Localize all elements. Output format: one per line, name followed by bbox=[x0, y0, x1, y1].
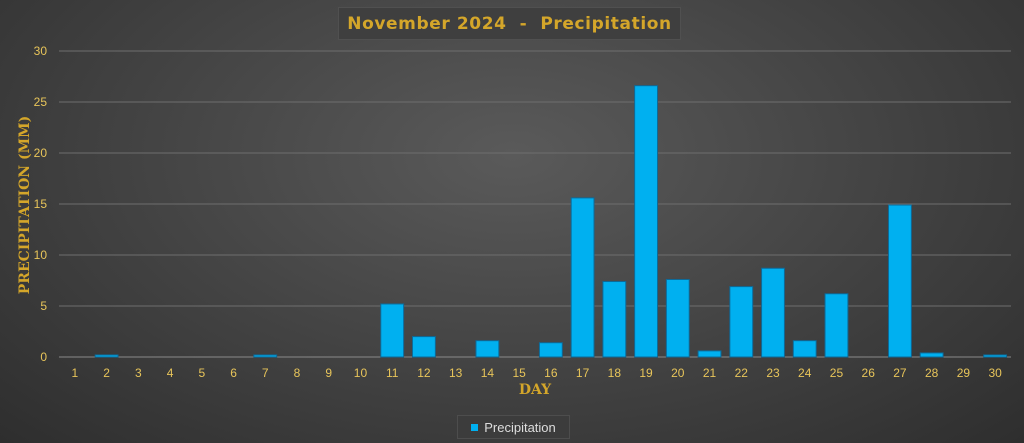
y-tick-label: 25 bbox=[34, 95, 48, 109]
bar bbox=[412, 336, 436, 358]
x-tick-label: 15 bbox=[512, 366, 526, 380]
x-tick-label: 29 bbox=[957, 366, 971, 380]
y-tick-label: 5 bbox=[40, 299, 47, 313]
x-tick-label: 16 bbox=[544, 366, 558, 380]
x-tick-label: 25 bbox=[830, 366, 844, 380]
y-tick-label: 0 bbox=[40, 350, 47, 364]
x-tick-label: 10 bbox=[354, 366, 368, 380]
bar bbox=[888, 204, 912, 358]
bar bbox=[983, 354, 1008, 358]
chart-title: November 2024 - Precipitation bbox=[338, 7, 681, 40]
x-tick-label: 17 bbox=[576, 366, 590, 380]
x-tick-label: 7 bbox=[262, 366, 269, 380]
x-tick-label: 19 bbox=[639, 366, 653, 380]
x-tick-label: 5 bbox=[198, 366, 205, 380]
x-tick-label: 1 bbox=[72, 366, 79, 380]
bar bbox=[634, 85, 658, 358]
x-tick-label: 30 bbox=[988, 366, 1002, 380]
x-tick-label: 20 bbox=[671, 366, 685, 380]
bar bbox=[94, 354, 119, 358]
legend: Precipitation bbox=[457, 415, 570, 439]
x-tick-label: 2 bbox=[103, 366, 110, 380]
x-tick-label: 22 bbox=[735, 366, 749, 380]
bar bbox=[697, 350, 722, 358]
x-tick-label: 21 bbox=[703, 366, 717, 380]
bar bbox=[824, 293, 849, 358]
x-tick-label: 28 bbox=[925, 366, 939, 380]
x-tick-label: 13 bbox=[449, 366, 463, 380]
x-tick-label: 8 bbox=[294, 366, 301, 380]
legend-label: Precipitation bbox=[484, 419, 556, 435]
bar bbox=[602, 281, 627, 358]
x-tick-label: 4 bbox=[167, 366, 174, 380]
x-tick-label: 12 bbox=[417, 366, 431, 380]
x-tick-label: 11 bbox=[386, 366, 399, 380]
bar bbox=[792, 340, 817, 358]
bar bbox=[253, 354, 278, 358]
x-tick-label: 26 bbox=[862, 366, 876, 380]
y-tick-label: 20 bbox=[34, 146, 48, 160]
x-tick-label: 23 bbox=[766, 366, 780, 380]
y-tick-label: 15 bbox=[34, 197, 48, 211]
x-tick-label: 6 bbox=[230, 366, 237, 380]
bar bbox=[570, 197, 595, 358]
bar bbox=[380, 303, 405, 358]
x-tick-label: 9 bbox=[325, 366, 332, 380]
y-tick-label: 30 bbox=[34, 44, 48, 58]
bar bbox=[761, 267, 785, 358]
x-axis-title: DAY bbox=[518, 382, 552, 398]
bar bbox=[475, 340, 500, 358]
legend-swatch bbox=[471, 423, 479, 431]
bar bbox=[919, 352, 944, 358]
x-tick-label: 27 bbox=[893, 366, 907, 380]
x-tick-label: 3 bbox=[135, 366, 142, 380]
x-tick-label: 18 bbox=[608, 366, 622, 380]
bar bbox=[538, 342, 563, 358]
x-tick-label: 14 bbox=[481, 366, 495, 380]
bar bbox=[665, 278, 690, 358]
y-tick-label: 10 bbox=[34, 248, 48, 262]
bar bbox=[729, 286, 754, 358]
x-tick-label: 24 bbox=[798, 366, 812, 380]
